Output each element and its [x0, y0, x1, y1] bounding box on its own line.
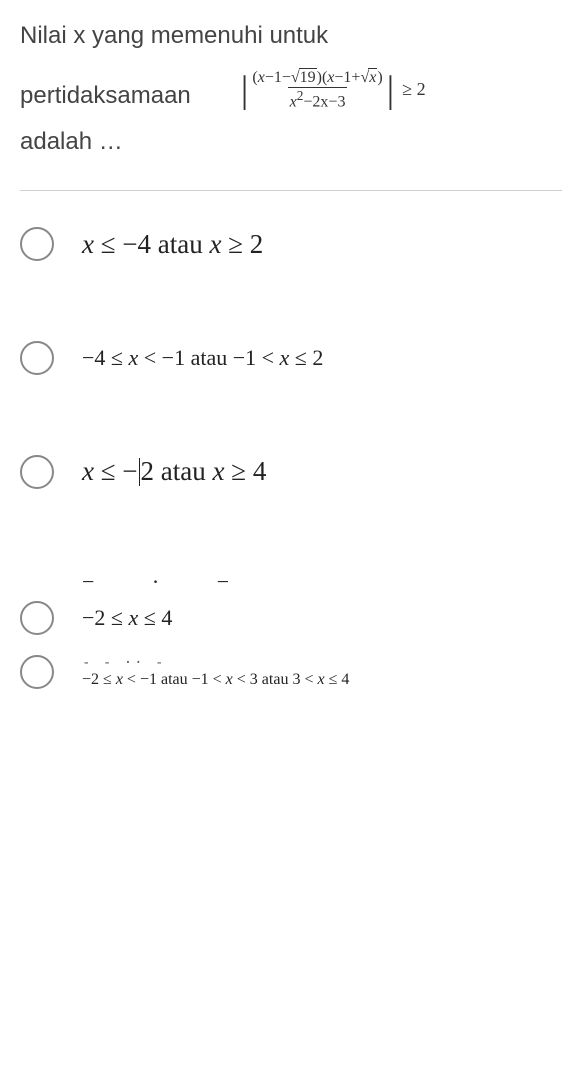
option-e-textwrap: - - ·· - −2 ≤ x < −1 atau −1 < x < 3 ata…: [82, 655, 349, 689]
opt-b-p2: x: [128, 345, 138, 370]
opt-a-p2: ≤ −4 atau: [94, 229, 210, 259]
opt-a-p4: ≥ 2: [221, 229, 263, 259]
option-d[interactable]: −2 ≤ x ≤ 4: [20, 601, 562, 635]
inequality-formula: | (x−1−√19)(x−1+√x) x2−2x−3 | ≥ 2: [239, 68, 426, 111]
opt-e-p2: x: [116, 671, 123, 688]
radio-a[interactable]: [20, 227, 54, 261]
radio-e[interactable]: [20, 655, 54, 689]
radio-d[interactable]: [20, 601, 54, 635]
fraction: (x−1−√19)(x−1+√x) x2−2x−3: [250, 68, 384, 111]
opt-c-p4: x: [213, 456, 225, 486]
opt-c-p3: 2 atau: [141, 456, 213, 486]
sqrt2-argument: x: [368, 68, 377, 87]
option-e[interactable]: - - ·· - −2 ≤ x < −1 atau −1 < x < 3 ata…: [20, 655, 562, 689]
abs-bar-left: |: [241, 71, 249, 109]
question-line-2: pertidaksamaan | (x−1−√19)(x−1+√x) x2−2x…: [20, 60, 562, 120]
question-word-adalah: adalah …: [20, 124, 562, 160]
option-a[interactable]: x ≤ −4 atau x ≥ 2: [20, 227, 562, 261]
den-rest: −2x−3: [303, 94, 345, 111]
opt-d-p2: x: [128, 605, 138, 630]
separator: [20, 190, 562, 191]
abs-bar-right: |: [387, 71, 395, 109]
option-c[interactable]: x ≤ −2 atau x ≥ 4: [20, 455, 562, 489]
opt-e-p1: −2 ≤: [82, 671, 116, 688]
option-e-dashes: - - ·· -: [82, 655, 349, 671]
opt-e-p4: x: [226, 671, 233, 688]
sqrt1-argument: 19: [299, 68, 317, 87]
opt-b-p3: < −1 atau −1 <: [138, 345, 279, 370]
opt-a-p1: x: [82, 229, 94, 259]
option-d-group: − · − −2 ≤ x ≤ 4: [20, 569, 562, 635]
num-m2: −1+: [334, 69, 360, 86]
opt-c-p1: x: [82, 456, 94, 486]
opt-b-p5: ≤ 2: [289, 345, 323, 370]
opt-c-p2: ≤ −: [94, 456, 138, 486]
opt-e-p7: ≤ 4: [325, 671, 350, 688]
option-b-text: −4 ≤ x < −1 atau −1 < x ≤ 2: [82, 345, 323, 371]
opt-b-p1: −4 ≤: [82, 345, 128, 370]
question-line-1: Nilai x yang memenuhi untuk: [20, 18, 562, 54]
option-a-text: x ≤ −4 atau x ≥ 2: [82, 229, 263, 260]
opt-c-p5: ≥ 4: [225, 456, 267, 486]
option-d-topmarks: − · −: [82, 569, 562, 595]
text-cursor: [139, 458, 140, 486]
denominator: x2−2x−3: [288, 87, 348, 111]
opt-e-p5: < 3 atau 3 <: [233, 671, 318, 688]
num-x1: x: [258, 69, 265, 86]
den-x: x: [290, 94, 297, 111]
opt-e-p6: x: [317, 671, 324, 688]
num-mid: )(: [317, 69, 328, 86]
rhs: ≥ 2: [402, 79, 425, 100]
num-suffix: ): [377, 69, 382, 86]
radio-c[interactable]: [20, 455, 54, 489]
question-block: Nilai x yang memenuhi untuk pertidaksama…: [20, 18, 562, 160]
numerator: (x−1−√19)(x−1+√x): [250, 68, 384, 87]
option-c-text: x ≤ −2 atau x ≥ 4: [82, 456, 266, 488]
radio-b[interactable]: [20, 341, 54, 375]
opt-a-p3: x: [210, 229, 222, 259]
opt-d-p3: ≤ 4: [138, 605, 172, 630]
question-word-pertidaksamaan: pertidaksamaan: [20, 78, 191, 114]
opt-d-p1: −2 ≤: [82, 605, 128, 630]
option-d-text: −2 ≤ x ≤ 4: [82, 605, 172, 631]
opt-b-p4: x: [280, 345, 290, 370]
num-m1: −1−: [265, 69, 291, 86]
option-b[interactable]: −4 ≤ x < −1 atau −1 < x ≤ 2: [20, 341, 562, 375]
option-e-text: −2 ≤ x < −1 atau −1 < x < 3 atau 3 < x ≤…: [82, 671, 349, 689]
opt-e-p3: < −1 atau −1 <: [123, 671, 226, 688]
